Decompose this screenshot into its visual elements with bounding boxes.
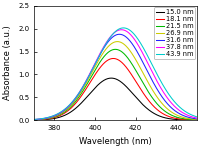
43.9 nm [122, 27, 125, 29]
18.1 nm [191, 119, 193, 121]
Line: 31.6 nm: 31.6 nm [34, 34, 197, 120]
Line: 15.0 nm: 15.0 nm [34, 78, 197, 120]
15.0 nm [195, 119, 198, 121]
43.9 nm [161, 83, 163, 84]
15.0 nm [110, 77, 113, 79]
37.8 nm [33, 119, 35, 120]
43.9 nm [108, 38, 110, 40]
37.8 nm [41, 118, 44, 120]
15.0 nm [161, 116, 163, 118]
15.0 nm [191, 119, 193, 121]
21.5 nm [114, 48, 116, 50]
43.9 nm [191, 114, 193, 116]
15.0 nm [112, 77, 114, 79]
37.8 nm [108, 38, 110, 40]
Y-axis label: Absorbance (a.u.): Absorbance (a.u.) [3, 26, 12, 100]
26.9 nm [108, 45, 110, 47]
26.9 nm [195, 119, 198, 120]
18.1 nm [195, 119, 198, 121]
37.8 nm [161, 89, 163, 91]
15.0 nm [33, 119, 35, 121]
21.5 nm [33, 119, 35, 121]
26.9 nm [191, 118, 193, 120]
18.1 nm [161, 112, 163, 114]
43.9 nm [41, 118, 44, 119]
21.5 nm [191, 119, 193, 121]
21.5 nm [191, 119, 193, 121]
31.6 nm [41, 118, 44, 120]
26.9 nm [116, 41, 119, 42]
37.8 nm [195, 117, 198, 119]
21.5 nm [41, 118, 44, 120]
18.1 nm [191, 119, 193, 121]
18.1 nm [108, 59, 110, 60]
26.9 nm [161, 103, 163, 104]
31.6 nm [195, 118, 198, 120]
37.8 nm [120, 29, 123, 31]
Line: 21.5 nm: 21.5 nm [34, 49, 197, 120]
18.1 nm [33, 119, 35, 121]
18.1 nm [41, 119, 44, 120]
37.8 nm [191, 116, 193, 118]
31.6 nm [112, 36, 114, 38]
26.9 nm [41, 118, 44, 120]
26.9 nm [33, 119, 35, 121]
Line: 37.8 nm: 37.8 nm [34, 30, 197, 119]
43.9 nm [195, 116, 198, 118]
31.6 nm [161, 96, 163, 98]
21.5 nm [112, 49, 114, 51]
15.0 nm [108, 77, 110, 79]
21.5 nm [161, 108, 163, 110]
26.9 nm [191, 118, 193, 120]
43.9 nm [33, 119, 35, 120]
21.5 nm [108, 51, 110, 53]
31.6 nm [118, 33, 121, 35]
Legend: 15.0 nm, 18.1 nm, 21.5 nm, 26.9 nm, 31.6 nm, 37.8 nm, 43.9 nm: 15.0 nm, 18.1 nm, 21.5 nm, 26.9 nm, 31.6… [154, 7, 195, 59]
15.0 nm [41, 119, 44, 121]
31.6 nm [108, 40, 110, 42]
X-axis label: Wavelength (nm): Wavelength (nm) [79, 136, 152, 146]
18.1 nm [112, 58, 114, 59]
37.8 nm [191, 116, 193, 118]
31.6 nm [191, 117, 193, 119]
Line: 18.1 nm: 18.1 nm [34, 58, 197, 120]
Line: 43.9 nm: 43.9 nm [34, 28, 197, 119]
15.0 nm [191, 119, 193, 121]
Line: 26.9 nm: 26.9 nm [34, 42, 197, 120]
37.8 nm [112, 33, 114, 35]
18.1 nm [112, 58, 115, 59]
43.9 nm [191, 114, 193, 116]
31.6 nm [191, 117, 193, 119]
21.5 nm [195, 119, 198, 121]
43.9 nm [112, 33, 114, 35]
26.9 nm [112, 42, 114, 44]
31.6 nm [33, 119, 35, 121]
